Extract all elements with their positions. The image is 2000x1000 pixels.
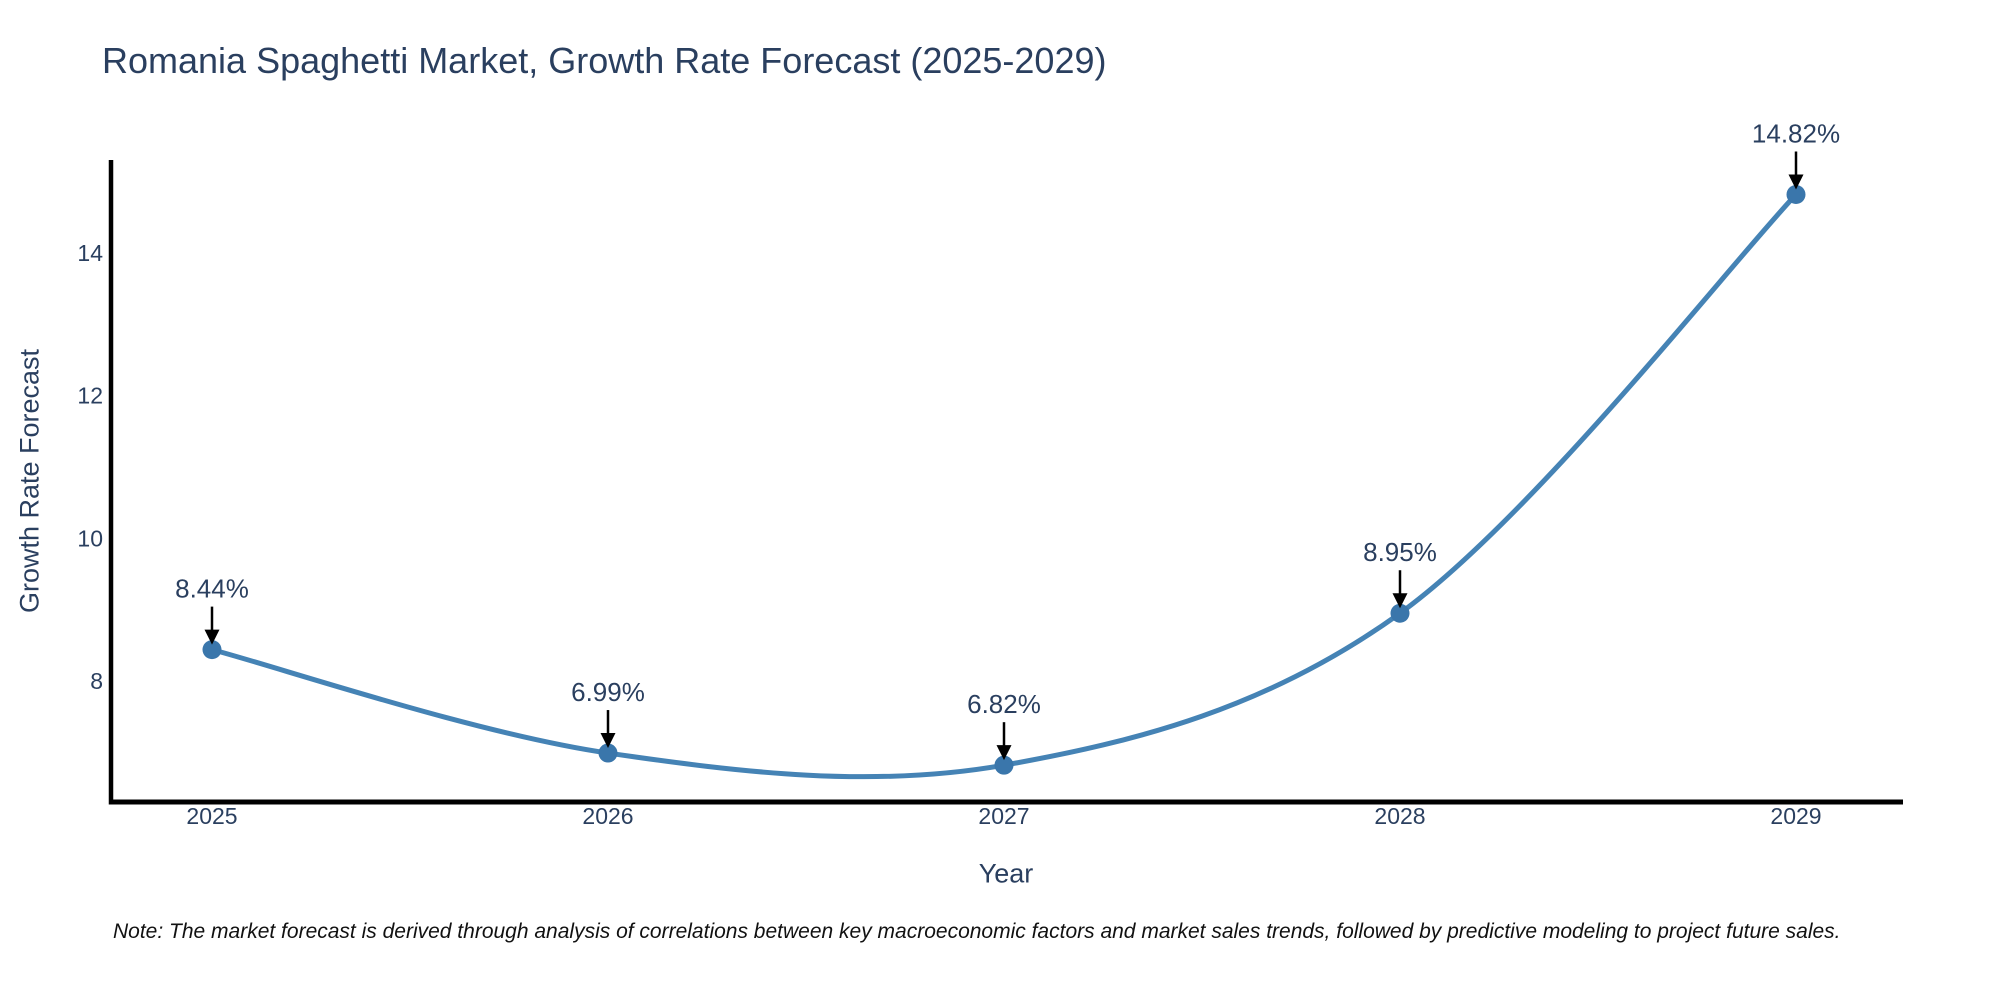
y-tick-label: 14 [77, 240, 103, 266]
annotation-arrowhead-icon [204, 629, 220, 645]
annotation-arrowhead-icon [996, 745, 1012, 761]
annotation-arrowhead-icon [1392, 593, 1408, 609]
y-tick-label: 8 [90, 668, 103, 694]
data-point-marker [994, 755, 1014, 775]
x-tick-label: 2025 [186, 803, 237, 829]
y-axis-title: Growth Rate Forecast [14, 348, 45, 614]
x-tick-label: 2029 [1770, 803, 1821, 829]
chart-title: Romania Spaghetti Market, Growth Rate Fo… [102, 40, 1107, 81]
footnote-text: Note: The market forecast is derived thr… [113, 920, 1841, 943]
x-tick-label: 2026 [582, 803, 633, 829]
data-point-marker [598, 743, 618, 763]
data-point-marker [1786, 185, 1806, 205]
data-point-marker [1390, 603, 1410, 623]
data-point-value-label: 8.44% [175, 574, 249, 604]
data-point-value-label: 8.95% [1363, 537, 1437, 567]
annotation-arrowhead-icon [1788, 174, 1804, 190]
data-point-value-label: 14.82% [1752, 119, 1840, 149]
y-tick-label: 10 [77, 525, 103, 551]
forecast-spline-line [209, 192, 1799, 780]
data-point-marker [202, 640, 222, 660]
annotation-arrowhead-icon [600, 733, 616, 749]
x-axis-title: Year [978, 858, 1034, 889]
data-point-value-label: 6.99% [571, 677, 645, 707]
data-point-value-label: 6.82% [967, 689, 1041, 719]
x-tick-label: 2028 [1374, 803, 1425, 829]
y-tick-label: 12 [77, 383, 103, 409]
x-tick-label: 2027 [978, 803, 1029, 829]
